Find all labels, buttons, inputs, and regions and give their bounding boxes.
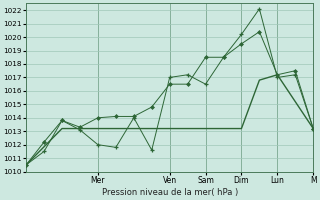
X-axis label: Pression niveau de la mer( hPa ): Pression niveau de la mer( hPa ): [101, 188, 238, 197]
